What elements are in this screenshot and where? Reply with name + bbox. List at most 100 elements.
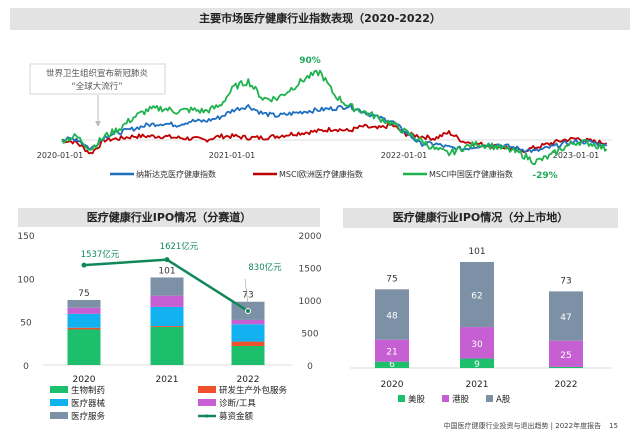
bar-segment-cro [150, 326, 184, 327]
bar-segment-diag [231, 319, 265, 325]
bar-segment-device [231, 324, 265, 342]
x-tick-label: 2021-01-01 [209, 151, 256, 160]
bar-segment-hk [460, 327, 494, 359]
legend-label: 研发生产外包服务 [219, 385, 288, 396]
page-number: 15 [609, 422, 618, 430]
legend-swatch-cro [198, 386, 216, 393]
bar-total-label: 75 [78, 289, 89, 299]
x-axis-label: 2022 [237, 375, 260, 385]
bar-segment-diag [150, 295, 184, 307]
legend-swatch-hk [442, 395, 449, 402]
legend-label: A股 [496, 395, 511, 405]
bar-segment-bio [67, 329, 101, 365]
bar-total-label: 73 [242, 291, 253, 301]
segment-value-label: 62 [471, 292, 482, 302]
bar-segment-a [375, 289, 409, 340]
segment-value-label: 48 [386, 311, 398, 321]
x-tick-label: 2020-01-01 [37, 151, 84, 160]
legend-swatch-fund-point [205, 414, 209, 418]
segment-value-label: 9 [474, 360, 480, 370]
ipo-market-chart-title: 医疗健康行业IPO情况（分上市地） [343, 208, 618, 228]
legend-swatch-service [50, 412, 68, 419]
y2-axis-tick: 2000 [299, 232, 322, 242]
bar-segment-device [67, 313, 101, 328]
segment-value-label: 25 [560, 351, 571, 361]
bar-segment-bio [150, 326, 184, 365]
legend-label: 医疗服务 [71, 411, 106, 422]
legend-label: 港股 [452, 394, 470, 405]
segment-value-label: 47 [560, 313, 571, 323]
bar-segment-bio [231, 345, 265, 365]
bar-segment-service [67, 300, 101, 308]
legend-swatch-a [486, 395, 493, 402]
x-tick-label: 2023-01-01 [553, 151, 600, 160]
annotation-box [29, 63, 166, 95]
y2-axis-tick: 1000 [299, 297, 322, 307]
bar-segment-cro [231, 341, 265, 346]
legend-swatch-diag [198, 399, 216, 406]
legend-label: 生物制药 [71, 385, 105, 396]
bar-segment-us [549, 366, 583, 368]
bar-total-label: 101 [468, 247, 485, 257]
x-axis-label: 2022 [555, 380, 578, 390]
bar-segment-a [549, 291, 583, 341]
bar-segment-service [150, 277, 184, 296]
x-axis-label: 2020 [381, 380, 404, 390]
segment-value-label: 30 [471, 340, 483, 350]
peak-label: 90% [299, 56, 321, 66]
bar-segment-us [375, 361, 409, 368]
fundraising-label: 1621亿元 [160, 241, 199, 252]
y-axis-tick: 150 [17, 232, 34, 242]
fundraising-leader-line [244, 278, 249, 306]
legend-swatch-bio [50, 386, 68, 393]
y-axis-tick: 50 [20, 319, 32, 329]
index-chart-title: 主要市场医疗健康行业指数表现（2020-2022） [10, 8, 630, 30]
x-axis-label: 2020 [73, 375, 96, 385]
fundraising-point [81, 262, 87, 268]
x-tick-label: 2022-01-01 [381, 151, 428, 160]
bar-segment-diag [67, 307, 101, 314]
series-line-nasdaq [61, 103, 608, 154]
trough-label: -29% [532, 171, 557, 181]
bar-total-label: 75 [386, 274, 397, 284]
bar-total-label: 73 [560, 276, 571, 286]
y-axis-tick: 0 [23, 362, 29, 372]
legend-swatch-device [50, 399, 68, 406]
annotation-text: “全球大流行” [71, 81, 122, 92]
bar-segment-device [150, 306, 184, 326]
series-line-china [61, 69, 608, 166]
segment-value-label: 21 [386, 348, 397, 358]
bar-segment-hk [549, 340, 583, 367]
legend-label: 医疗器械 [71, 398, 106, 409]
bar-segment-hk [375, 339, 409, 362]
bar-segment-us [460, 358, 494, 368]
legend-label: MSCI中国医疗健康指数 [429, 169, 513, 179]
x-axis-label: 2021 [156, 375, 179, 385]
fundraising-point [164, 257, 170, 263]
bar-segment-a [460, 262, 494, 328]
segment-value-label: 6 [389, 360, 395, 370]
footer: 中国医疗健康行业投资与退出趋势 | 2022年度报告 15 [435, 421, 618, 431]
legend-label: 纳斯达克医疗健康指数 [136, 169, 216, 179]
legend-label: 美股 [408, 394, 426, 405]
y2-axis-tick: 1500 [299, 265, 322, 275]
bar-segment-cro [67, 327, 101, 330]
legend-label: 募资金额 [219, 411, 254, 422]
footer-report-title: 中国医疗健康行业投资与退出趋势 | 2022年度报告 [443, 422, 602, 430]
bar-total-label: 101 [158, 266, 175, 276]
annotation-arrowhead [95, 121, 101, 127]
ipo-sector-chart-title: 医疗健康行业IPO情况（分赛道） [18, 208, 320, 227]
y-axis-tick: 100 [17, 275, 34, 285]
fundraising-label: 1537亿元 [81, 249, 120, 260]
x-axis-label: 2021 [466, 380, 489, 390]
legend-label: 诊断/工具 [219, 398, 256, 409]
legend-swatch-us [398, 395, 405, 402]
fundraising-label: 830亿元 [248, 262, 282, 273]
annotation-text: 世界卫生组织宣布新冠肺炎 [46, 68, 149, 79]
series-line-europe [62, 122, 608, 155]
fundraising-point [245, 308, 251, 315]
y2-axis-tick: 0 [307, 362, 313, 372]
legend-label: MSCI欧洲医疗健康指数 [279, 169, 363, 179]
y2-axis-tick: 500 [301, 330, 318, 340]
